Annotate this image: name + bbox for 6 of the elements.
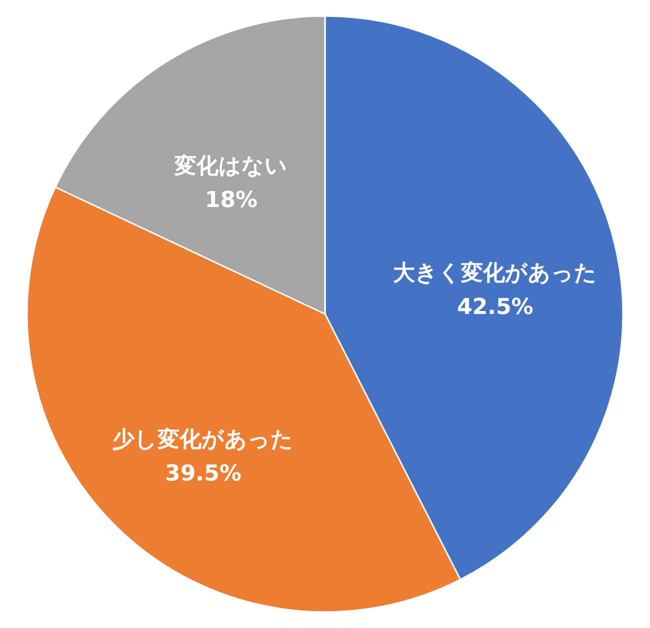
data-label: 42.5% [457,295,534,320]
data-label: 39.5% [165,462,242,487]
slice-label: 大きく変化があった [393,260,598,286]
slice-label: 少し変化があった [112,426,294,453]
data-label: 18% [204,188,258,214]
slice-label: 変化はない [174,153,288,180]
